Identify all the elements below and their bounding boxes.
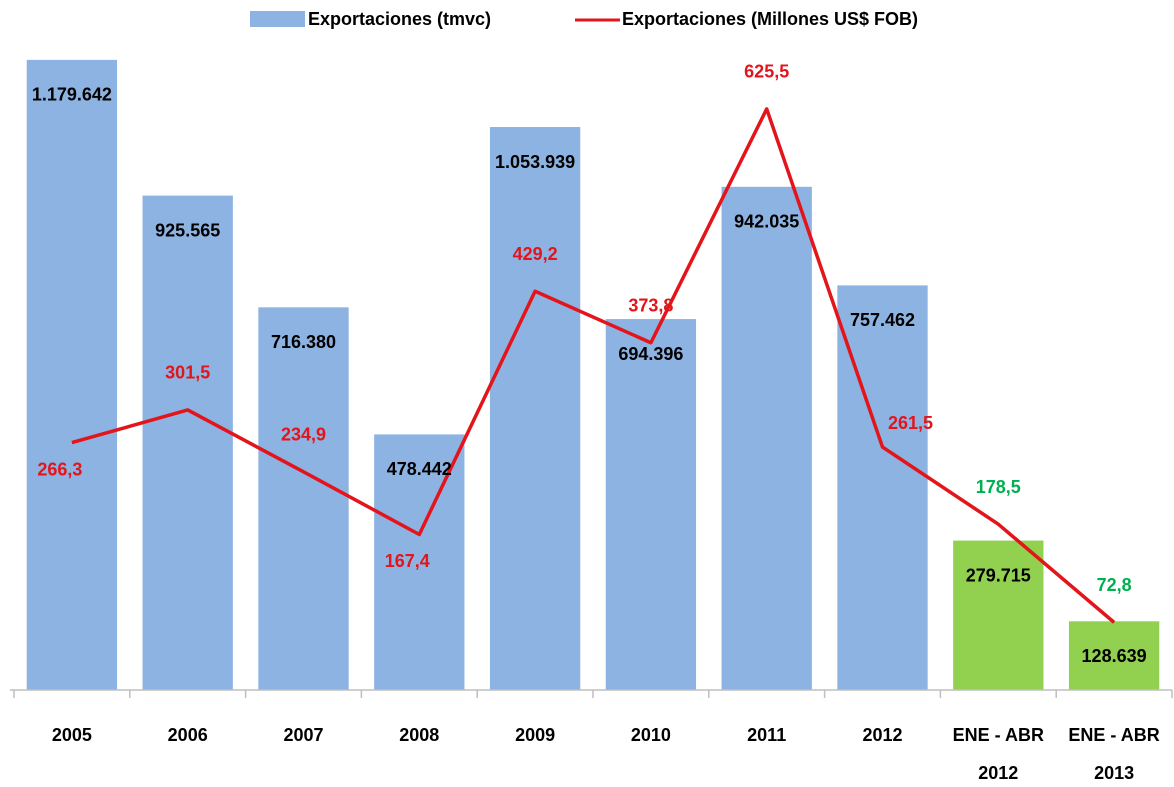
bar (721, 186, 812, 690)
x-tick-label: ENE - ABR 2012 (953, 725, 1044, 783)
x-tick-label: 2009 (515, 725, 555, 745)
line-value-label: 373,8 (628, 295, 673, 315)
x-tick-label: 2008 (399, 725, 439, 745)
bar (605, 319, 697, 690)
bar (142, 195, 233, 690)
x-tick-label: 2006 (168, 725, 208, 745)
x-tick-label: ENE - ABR 2013 (1068, 725, 1159, 783)
bar (489, 127, 581, 690)
x-tick-label: 2010 (631, 725, 671, 745)
line-value-label: 234,9 (281, 425, 326, 445)
line-value-label: 429,2 (513, 244, 558, 264)
line-value-label: 72,8 (1097, 575, 1132, 595)
legend-label: Exportaciones (tmvc) (308, 9, 491, 29)
bar-value-label: 716.380 (271, 332, 336, 352)
bar-value-label: 128.639 (1082, 646, 1147, 666)
bar-value-label: 1.179.642 (32, 85, 112, 105)
bar (837, 285, 928, 690)
line-value-label: 301,5 (165, 363, 210, 383)
bar-value-label: 757.462 (850, 310, 915, 330)
bar-value-label: 478.442 (387, 459, 452, 479)
x-tick-label: 2005 (52, 725, 92, 745)
bar (1068, 621, 1160, 690)
bar (374, 434, 465, 690)
bar-value-label: 925.565 (155, 220, 220, 240)
line-value-label: 178,5 (976, 477, 1021, 497)
bar (26, 59, 118, 690)
bar-value-label: 279.715 (966, 565, 1031, 585)
x-tick-label: 2007 (283, 725, 323, 745)
bar (953, 540, 1044, 690)
x-tick-label: 2012 (862, 725, 902, 745)
bar-value-label: 942.035 (734, 212, 799, 232)
line-value-label: 625,5 (744, 62, 789, 82)
bar-value-label: 1.053.939 (495, 152, 575, 172)
bar (258, 307, 349, 690)
line (71, 107, 1116, 624)
legend-swatch (250, 11, 305, 27)
x-tick-label: 2011 (747, 725, 786, 745)
bar-value-label: 694.396 (618, 344, 683, 364)
legend-label: Exportaciones (Millones US$ FOB) (622, 9, 918, 29)
line-value-label: 167,4 (385, 551, 430, 571)
line-value-label: 261,5 (888, 413, 933, 433)
line-value-label: 266,3 (37, 459, 82, 479)
